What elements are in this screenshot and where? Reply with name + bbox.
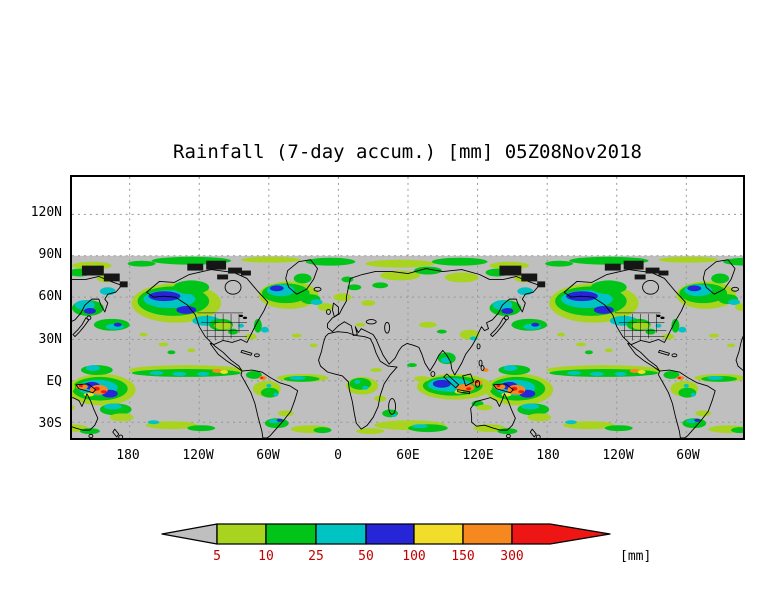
lat-axis-label: 60N (38, 289, 62, 304)
lon-axis-label: 120W (602, 448, 634, 463)
lon-axis-label: 180 (536, 448, 560, 463)
map-gray-background (72, 255, 743, 438)
colorbar: 5 10 25 50 100 150 300 [mm] (155, 520, 655, 568)
lon-axis-label: 60W (676, 448, 700, 463)
colorbar-tick-label: 5 (213, 549, 221, 564)
lon-axis-label: 60W (256, 448, 280, 463)
colorbar-segment-150-300 (462, 523, 513, 545)
colorbar-tick-label: 150 (451, 549, 474, 564)
colorbar-segment-10-25 (265, 523, 317, 545)
lat-axis-label: 120N (30, 205, 62, 220)
colorbar-unit-label: [mm] (620, 549, 651, 564)
colorbar-segment-5-10 (216, 523, 267, 545)
plot-title: Rainfall (7-day accum.) [mm] 05Z08Nov201… (173, 141, 642, 163)
colorbar-segment-50-100 (365, 523, 415, 545)
lat-axis-label: 90N (38, 247, 62, 262)
map-frame (70, 175, 745, 440)
colorbar-tick-label: 50 (358, 549, 374, 564)
lon-axis-label: 60E (396, 448, 420, 463)
colorbar-tick-label: 300 (500, 549, 523, 564)
lon-axis-label: 0 (334, 448, 342, 463)
colorbar-tick-label: 25 (308, 549, 324, 564)
colorbar-segment-gt300 (511, 523, 611, 545)
lat-axis-label: 30S (38, 416, 62, 431)
lon-axis-label: 120W (182, 448, 214, 463)
lon-axis-label: 180 (116, 448, 140, 463)
lon-axis-label: 120E (462, 448, 494, 463)
colorbar-tick-label: 10 (258, 549, 274, 564)
colorbar-tick-label: 100 (402, 549, 425, 564)
colorbar-segment-25-50 (315, 523, 367, 545)
world-map-svg (72, 177, 743, 438)
lat-axis-label: 30N (38, 332, 62, 347)
lat-axis-label: EQ (46, 374, 62, 389)
colorbar-segment-lt5 (161, 523, 218, 545)
colorbar-segment-100-150 (413, 523, 464, 545)
